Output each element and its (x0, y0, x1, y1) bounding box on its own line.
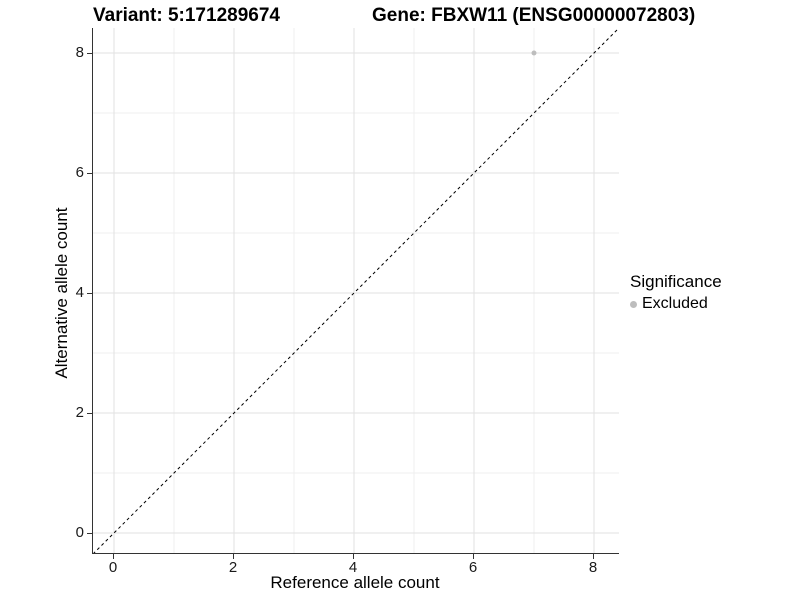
y-tick-label: 6 (75, 164, 84, 181)
legend-item: Excluded (630, 295, 722, 313)
y-tick-mark (87, 533, 92, 534)
y-tick-label: 8 (75, 44, 84, 61)
legend-key-dot-icon (630, 300, 637, 308)
x-tick-label: 0 (108, 559, 118, 576)
legend-item-label: Excluded (642, 295, 708, 312)
y-tick-label: 4 (75, 284, 84, 301)
legend: Significance Excluded (630, 272, 722, 313)
plot-panel (92, 28, 619, 554)
x-tick-mark (353, 554, 354, 559)
x-tick-mark (113, 554, 114, 559)
x-tick-mark (593, 554, 594, 559)
y-tick-mark (87, 413, 92, 414)
x-tick-label: 8 (588, 559, 598, 576)
x-tick-label: 4 (348, 559, 358, 576)
y-tick-mark (87, 173, 92, 174)
y-tick-label: 2 (75, 404, 84, 421)
y-tick-mark (87, 293, 92, 294)
legend-items: Excluded (630, 295, 722, 313)
plot-canvas (93, 28, 619, 553)
legend-title: Significance (630, 272, 722, 291)
x-tick-mark (233, 554, 234, 559)
x-tick-label: 6 (468, 559, 478, 576)
data-point (531, 50, 537, 56)
x-axis-title: Reference allele count (270, 573, 440, 592)
identity-line (93, 28, 619, 553)
plot-title-variant: Variant: 5:171289674 (93, 5, 280, 26)
x-tick-mark (473, 554, 474, 559)
x-tick-label: 2 (228, 559, 238, 576)
plot-title-gene: Gene: FBXW11 (ENSG00000072803) (372, 5, 696, 26)
y-tick-mark (87, 53, 92, 54)
y-tick-label: 0 (75, 524, 84, 541)
